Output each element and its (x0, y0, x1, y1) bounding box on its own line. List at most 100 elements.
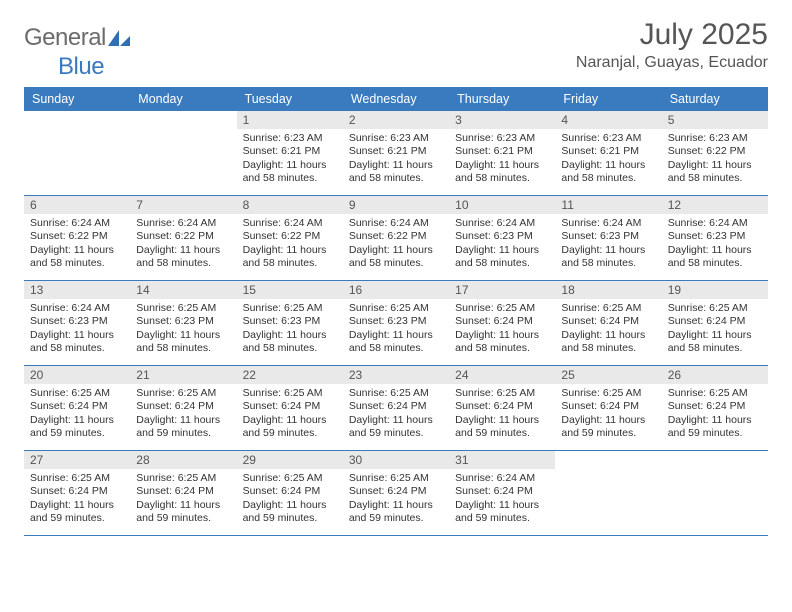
day-line-daylight2: and 58 minutes. (455, 172, 549, 185)
calendar-day: 16Sunrise: 6:25 AMSunset: 6:23 PMDayligh… (343, 281, 449, 365)
calendar-day: 5Sunrise: 6:23 AMSunset: 6:22 PMDaylight… (662, 111, 768, 195)
day-line-sunset: Sunset: 6:23 PM (136, 315, 230, 328)
day-line-daylight1: Daylight: 11 hours (349, 159, 443, 172)
day-line-daylight1: Daylight: 11 hours (455, 499, 549, 512)
day-line-sunrise: Sunrise: 6:24 AM (455, 472, 549, 485)
weekday-header: Saturday (662, 87, 768, 111)
day-line-daylight1: Daylight: 11 hours (668, 329, 762, 342)
calendar-day: 6Sunrise: 6:24 AMSunset: 6:22 PMDaylight… (24, 196, 130, 280)
day-line-sunset: Sunset: 6:21 PM (561, 145, 655, 158)
day-line-daylight1: Daylight: 11 hours (136, 414, 230, 427)
day-body: Sunrise: 6:24 AMSunset: 6:22 PMDaylight:… (134, 217, 232, 271)
weekday-header: Monday (130, 87, 236, 111)
day-line-daylight2: and 58 minutes. (136, 257, 230, 270)
day-line-daylight1: Daylight: 11 hours (349, 244, 443, 257)
calendar-day: 12Sunrise: 6:24 AMSunset: 6:23 PMDayligh… (662, 196, 768, 280)
day-line-sunset: Sunset: 6:24 PM (136, 400, 230, 413)
day-line-sunset: Sunset: 6:23 PM (243, 315, 337, 328)
day-line-sunrise: Sunrise: 6:25 AM (455, 302, 549, 315)
day-line-sunset: Sunset: 6:24 PM (561, 315, 655, 328)
day-line-daylight1: Daylight: 11 hours (561, 244, 655, 257)
day-body: Sunrise: 6:25 AMSunset: 6:24 PMDaylight:… (559, 302, 657, 356)
month-title: July 2025 (576, 18, 768, 52)
day-line-daylight2: and 58 minutes. (349, 172, 443, 185)
day-line-daylight1: Daylight: 11 hours (243, 499, 337, 512)
day-line-sunset: Sunset: 6:24 PM (136, 485, 230, 498)
day-line-daylight2: and 58 minutes. (561, 342, 655, 355)
day-number: 2 (343, 111, 449, 129)
day-number: 26 (662, 366, 768, 384)
day-line-daylight2: and 59 minutes. (561, 427, 655, 440)
calendar-day: 20Sunrise: 6:25 AMSunset: 6:24 PMDayligh… (24, 366, 130, 450)
calendar-day: 23Sunrise: 6:25 AMSunset: 6:24 PMDayligh… (343, 366, 449, 450)
day-body: Sunrise: 6:23 AMSunset: 6:21 PMDaylight:… (453, 132, 551, 186)
day-line-sunset: Sunset: 6:24 PM (455, 400, 549, 413)
day-number: 10 (449, 196, 555, 214)
weekday-header: Thursday (449, 87, 555, 111)
calendar-day: 2Sunrise: 6:23 AMSunset: 6:21 PMDaylight… (343, 111, 449, 195)
day-body: Sunrise: 6:25 AMSunset: 6:24 PMDaylight:… (28, 472, 126, 526)
calendar-week: 13 Sunrise: 6:24 AMSunset: 6:23 PMDayligh… (24, 281, 768, 366)
calendar-day: 17Sunrise: 6:25 AMSunset: 6:24 PMDayligh… (449, 281, 555, 365)
day-line-sunset: Sunset: 6:24 PM (668, 400, 762, 413)
day-line-sunset: Sunset: 6:22 PM (349, 230, 443, 243)
day-line-daylight2: and 59 minutes. (349, 512, 443, 525)
day-line-sunset: Sunset: 6:22 PM (30, 230, 124, 243)
calendar-day: 9Sunrise: 6:24 AMSunset: 6:22 PMDaylight… (343, 196, 449, 280)
calendar-day: 13 Sunrise: 6:24 AMSunset: 6:23 PMDayligh… (24, 281, 130, 365)
day-line-daylight2: and 59 minutes. (349, 427, 443, 440)
day-line-daylight1: Daylight: 11 hours (349, 499, 443, 512)
day-body: Sunrise: 6:24 AMSunset: 6:22 PMDaylight:… (347, 217, 445, 271)
calendar-day (662, 451, 768, 535)
day-body: Sunrise: 6:25 AMSunset: 6:23 PMDaylight:… (134, 302, 232, 356)
day-number: 16 (343, 281, 449, 299)
day-line-daylight2: and 59 minutes. (243, 427, 337, 440)
day-line-sunset: Sunset: 6:23 PM (561, 230, 655, 243)
day-line-daylight2: and 59 minutes. (455, 427, 549, 440)
day-body: Sunrise: 6:25 AMSunset: 6:24 PMDaylight:… (453, 387, 551, 441)
day-body: Sunrise: 6:24 AMSunset: 6:23 PMDaylight:… (28, 302, 126, 356)
calendar-day (555, 451, 661, 535)
day-line-daylight1: Daylight: 11 hours (136, 244, 230, 257)
logo-text: GeneralBlue (24, 24, 130, 81)
day-line-daylight1: Daylight: 11 hours (561, 414, 655, 427)
day-line-daylight1: Daylight: 11 hours (561, 329, 655, 342)
calendar-day: 18Sunrise: 6:25 AMSunset: 6:24 PMDayligh… (555, 281, 661, 365)
day-body: Sunrise: 6:25 AMSunset: 6:24 PMDaylight:… (559, 387, 657, 441)
day-line-daylight1: Daylight: 11 hours (455, 329, 549, 342)
day-body: Sunrise: 6:25 AMSunset: 6:23 PMDaylight:… (241, 302, 339, 356)
day-line-sunset: Sunset: 6:22 PM (668, 145, 762, 158)
day-line-daylight2: and 58 minutes. (243, 257, 337, 270)
day-line-sunrise: Sunrise: 6:25 AM (668, 387, 762, 400)
day-line-daylight1: Daylight: 11 hours (30, 329, 124, 342)
calendar-day: 28Sunrise: 6:25 AMSunset: 6:24 PMDayligh… (130, 451, 236, 535)
calendar-day: 15Sunrise: 6:25 AMSunset: 6:23 PMDayligh… (237, 281, 343, 365)
day-line-sunset: Sunset: 6:23 PM (30, 315, 124, 328)
day-body: Sunrise: 6:25 AMSunset: 6:24 PMDaylight:… (453, 302, 551, 356)
day-number: 22 (237, 366, 343, 384)
calendar-day: 21Sunrise: 6:25 AMSunset: 6:24 PMDayligh… (130, 366, 236, 450)
weekday-header-row: SundayMondayTuesdayWednesdayThursdayFrid… (24, 87, 768, 111)
calendar-day: 24Sunrise: 6:25 AMSunset: 6:24 PMDayligh… (449, 366, 555, 450)
day-line-daylight1: Daylight: 11 hours (30, 244, 124, 257)
day-number: 13 (24, 281, 130, 299)
weekday-header: Wednesday (343, 87, 449, 111)
weekday-header: Sunday (24, 87, 130, 111)
day-number: 1 (237, 111, 343, 129)
day-body: Sunrise: 6:25 AMSunset: 6:24 PMDaylight:… (241, 387, 339, 441)
day-line-daylight2: and 58 minutes. (349, 342, 443, 355)
day-line-daylight1: Daylight: 11 hours (243, 244, 337, 257)
day-line-sunrise: Sunrise: 6:25 AM (561, 387, 655, 400)
calendar-week: 27Sunrise: 6:25 AMSunset: 6:24 PMDayligh… (24, 451, 768, 536)
calendar-day: 4Sunrise: 6:23 AMSunset: 6:21 PMDaylight… (555, 111, 661, 195)
day-line-daylight1: Daylight: 11 hours (455, 414, 549, 427)
day-line-sunset: Sunset: 6:24 PM (30, 400, 124, 413)
day-line-daylight2: and 58 minutes. (668, 342, 762, 355)
day-line-sunset: Sunset: 6:23 PM (455, 230, 549, 243)
day-number: 23 (343, 366, 449, 384)
calendar-week: 6Sunrise: 6:24 AMSunset: 6:22 PMDaylight… (24, 196, 768, 281)
day-line-sunrise: Sunrise: 6:24 AM (243, 217, 337, 230)
day-line-sunrise: Sunrise: 6:25 AM (349, 302, 443, 315)
day-line-daylight2: and 59 minutes. (668, 427, 762, 440)
day-body: Sunrise: 6:24 AMSunset: 6:23 PMDaylight:… (453, 217, 551, 271)
